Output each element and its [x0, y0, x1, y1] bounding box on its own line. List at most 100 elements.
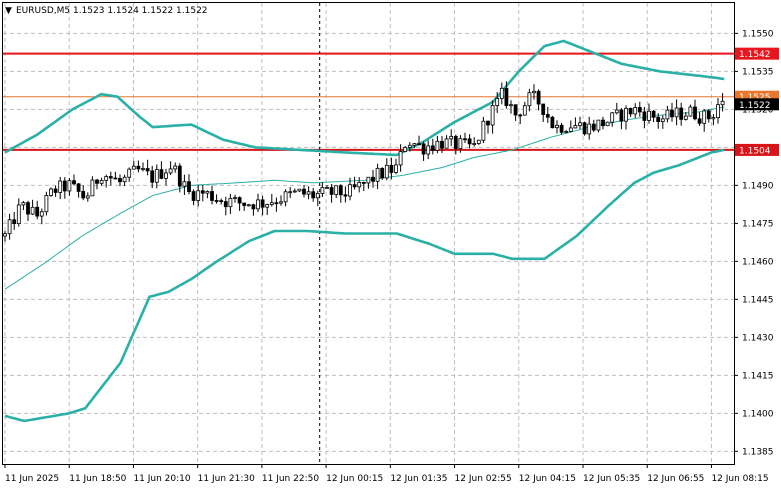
candle-body: [651, 110, 656, 118]
candle: [136, 160, 141, 173]
candle-body: [711, 117, 716, 120]
candle-body: [467, 138, 472, 145]
x-tick-label: 11 Jun 21:30: [198, 474, 255, 484]
candle: [39, 208, 44, 225]
candle: [210, 185, 214, 205]
candle-body: [164, 172, 168, 179]
candle-body: [122, 176, 127, 183]
candle: [159, 161, 164, 180]
candle: [90, 176, 95, 197]
candle: [62, 177, 67, 199]
chart-title-marker[interactable]: ▼: [5, 6, 12, 16]
price-tag-label: 1.1525: [739, 93, 771, 103]
candle: [311, 187, 316, 202]
candle: [573, 117, 578, 129]
candle: [564, 129, 569, 134]
candle: [35, 200, 40, 220]
candle: [417, 135, 421, 146]
candle: [559, 122, 564, 135]
candle: [398, 144, 403, 172]
candle: [458, 135, 463, 153]
candle-body: [453, 135, 458, 149]
candle: [467, 134, 472, 149]
candle-body: [283, 191, 288, 203]
candle-body: [706, 110, 711, 120]
x-tick-label: 12 Jun 05:35: [583, 474, 640, 484]
candle-body: [670, 109, 674, 118]
candle-body: [490, 105, 495, 126]
candle-body: [532, 90, 536, 94]
x-tick-label: 12 Jun 04:15: [519, 474, 576, 484]
candle-body: [145, 168, 150, 172]
candle-body: [527, 92, 532, 107]
candle: [26, 200, 30, 222]
candle: [297, 188, 302, 193]
candle: [624, 105, 628, 130]
candle: [348, 177, 352, 201]
time-axis: 11 Jun 2025 11 Jun 18:50 11 Jun 20:10 11 Ju…: [4, 464, 769, 484]
candle: [338, 184, 343, 203]
candle-body: [564, 131, 569, 133]
x-tick-label: 12 Jun 00:15: [326, 474, 383, 484]
candle-body: [265, 204, 270, 208]
candle: [578, 116, 582, 130]
candle: [371, 169, 375, 188]
x-tick-label: 11 Jun 2025: [5, 474, 59, 484]
candle-body: [495, 98, 500, 106]
candle-body: [587, 123, 592, 135]
candle: [315, 190, 320, 207]
candle: [58, 176, 63, 200]
candle-body: [582, 122, 587, 135]
candle-body: [223, 201, 228, 208]
candle-body: [605, 121, 610, 127]
candle-body: [683, 115, 688, 120]
candle: [541, 103, 546, 122]
candle: [403, 146, 408, 153]
candle-body: [486, 120, 490, 126]
candle: [628, 107, 633, 118]
candle: [228, 193, 233, 215]
candle: [191, 189, 196, 206]
candle-body: [426, 145, 431, 155]
horizontal-levels[interactable]: [3, 52, 734, 151]
candle-body: [504, 87, 509, 106]
candle-body: [476, 139, 481, 144]
candle: [555, 120, 559, 134]
candle: [352, 176, 357, 190]
y-tick-label: 1.1385: [742, 447, 774, 457]
y-tick-label: 1.1430: [742, 333, 774, 343]
y-tick-label: 1.1520: [742, 105, 774, 115]
y-tick-label: 1.1445: [742, 295, 774, 305]
candle-body: [440, 140, 444, 149]
y-tick-label: 1.1460: [742, 257, 774, 267]
candle: [486, 120, 490, 134]
candle-body: [81, 191, 86, 199]
candle: [633, 103, 638, 118]
candle-body: [407, 144, 412, 148]
candle-body: [44, 195, 49, 213]
candle: [366, 176, 371, 189]
candle: [384, 158, 389, 181]
chart-title: EURUSD,M5 1.1523 1.1524 1.1522 1.1522: [16, 6, 208, 16]
candle-body: [458, 138, 463, 149]
candle: [407, 142, 412, 152]
candle-body: [39, 211, 44, 217]
candle-body: [191, 191, 196, 201]
candle-body: [256, 199, 260, 210]
candle-body: [619, 109, 624, 122]
candle: [108, 171, 113, 186]
bollinger-lower: [4, 148, 725, 423]
candle: [292, 188, 297, 193]
candle-body: [417, 143, 421, 146]
candle-body: [545, 114, 550, 118]
candle-body: [182, 181, 187, 187]
x-tick-label: 12 Jun 02:55: [455, 474, 512, 484]
candle: [205, 190, 210, 199]
candle-body: [16, 204, 21, 224]
candle-body: [154, 169, 159, 183]
candle: [614, 102, 619, 115]
candle: [587, 116, 592, 140]
candle-body: [72, 180, 76, 185]
candle: [610, 112, 615, 127]
